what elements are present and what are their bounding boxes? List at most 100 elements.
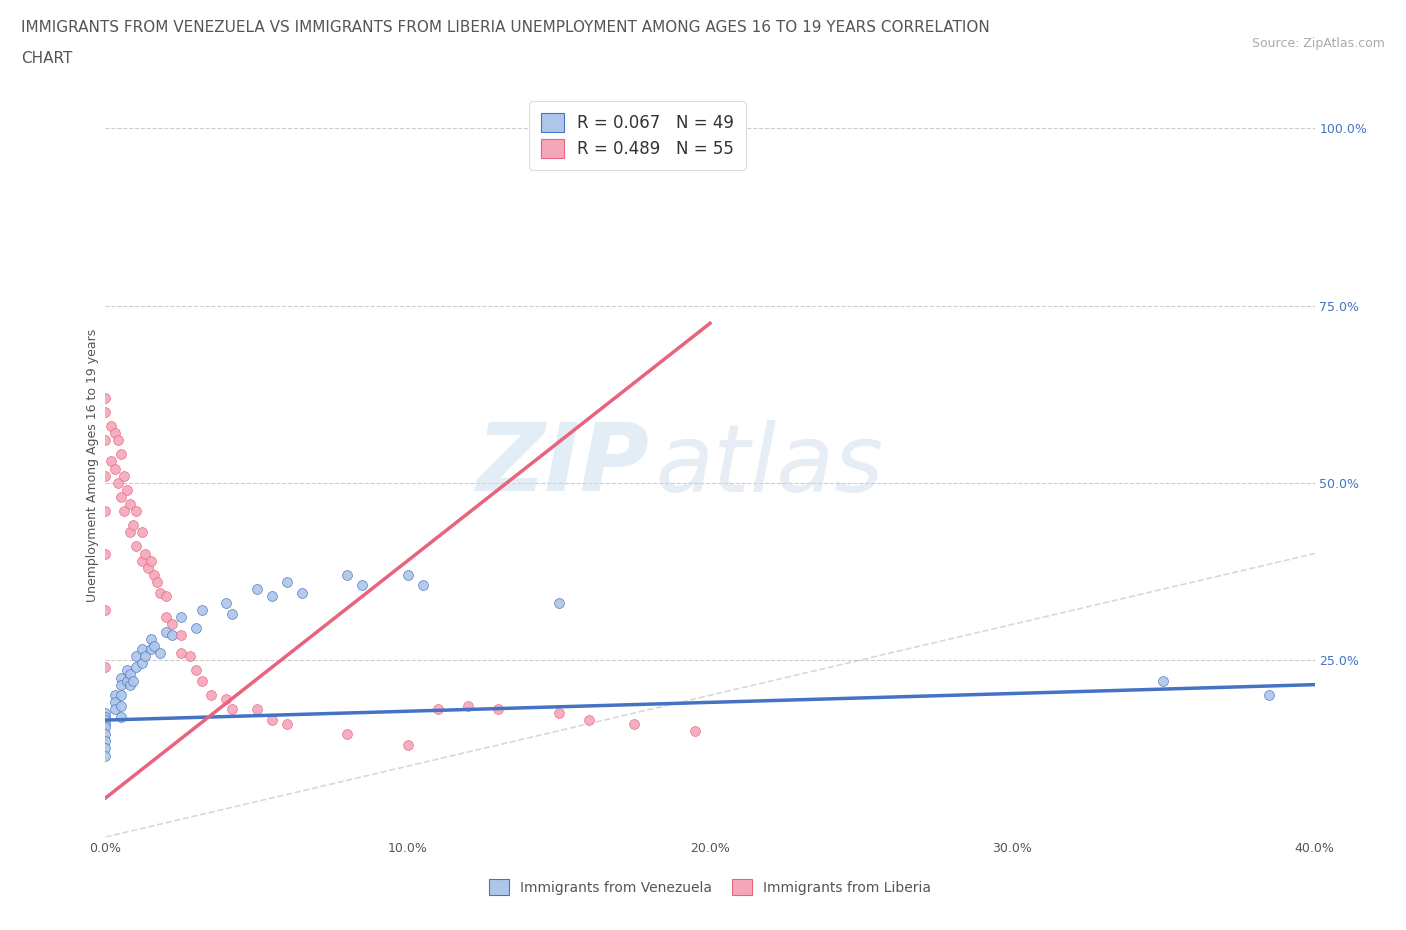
Point xyxy=(1153,673,1175,688)
Point xyxy=(121,673,143,688)
Point xyxy=(94,741,117,756)
Point xyxy=(134,649,156,664)
Point xyxy=(683,724,706,738)
Point xyxy=(336,567,359,582)
Point xyxy=(103,702,125,717)
Point xyxy=(94,716,117,731)
Y-axis label: Unemployment Among Ages 16 to 19 years: Unemployment Among Ages 16 to 19 years xyxy=(86,328,98,602)
Point xyxy=(110,447,132,462)
Point xyxy=(94,727,117,742)
Point xyxy=(155,624,177,639)
Point xyxy=(170,610,193,625)
Point xyxy=(179,649,201,664)
Point xyxy=(215,596,238,611)
Point xyxy=(121,518,143,533)
Point xyxy=(146,575,169,590)
Point xyxy=(94,706,117,721)
Point xyxy=(221,606,243,621)
Point xyxy=(1258,688,1281,703)
Point xyxy=(103,461,125,476)
Point xyxy=(191,673,214,688)
Point xyxy=(155,589,177,604)
Point xyxy=(125,504,148,519)
Point xyxy=(115,663,138,678)
Point xyxy=(291,585,314,600)
Point xyxy=(142,567,165,582)
Point xyxy=(246,702,269,717)
Point xyxy=(170,645,193,660)
Point xyxy=(396,567,419,582)
Point xyxy=(131,525,153,539)
Point xyxy=(142,638,165,653)
Point xyxy=(160,628,183,643)
Point xyxy=(100,454,122,469)
Point xyxy=(139,642,162,657)
Point xyxy=(221,702,243,717)
Point xyxy=(94,734,117,749)
Point xyxy=(412,578,434,593)
Point xyxy=(94,468,117,483)
Point xyxy=(94,720,117,735)
Point xyxy=(149,585,172,600)
Legend: Immigrants from Venezuela, Immigrants from Liberia: Immigrants from Venezuela, Immigrants fr… xyxy=(484,873,936,901)
Point xyxy=(260,589,283,604)
Point xyxy=(131,656,153,671)
Point xyxy=(110,688,132,703)
Point xyxy=(118,667,141,682)
Point xyxy=(118,525,141,539)
Point xyxy=(578,712,600,727)
Point xyxy=(246,581,269,596)
Point xyxy=(623,716,645,731)
Point xyxy=(125,539,148,554)
Point xyxy=(548,596,571,611)
Point xyxy=(115,483,138,498)
Point xyxy=(125,649,148,664)
Text: CHART: CHART xyxy=(21,51,73,66)
Point xyxy=(155,610,177,625)
Point xyxy=(94,546,117,561)
Point xyxy=(160,617,183,631)
Point xyxy=(110,489,132,504)
Point xyxy=(215,691,238,706)
Point xyxy=(103,688,125,703)
Point xyxy=(94,659,117,674)
Point xyxy=(131,553,153,568)
Text: Source: ZipAtlas.com: Source: ZipAtlas.com xyxy=(1251,37,1385,50)
Point xyxy=(276,716,298,731)
Point xyxy=(115,673,138,688)
Point xyxy=(200,688,222,703)
Point xyxy=(94,504,117,519)
Point xyxy=(94,603,117,618)
Text: ZIP: ZIP xyxy=(477,419,650,511)
Point xyxy=(191,603,214,618)
Text: atlas: atlas xyxy=(655,419,884,511)
Point xyxy=(94,712,117,727)
Point xyxy=(427,702,450,717)
Point xyxy=(110,709,132,724)
Point xyxy=(352,578,374,593)
Point xyxy=(118,497,141,512)
Point xyxy=(94,405,117,419)
Point xyxy=(336,727,359,742)
Point xyxy=(139,553,162,568)
Point xyxy=(186,620,208,635)
Point xyxy=(186,663,208,678)
Point xyxy=(260,712,283,727)
Point xyxy=(112,504,135,519)
Point xyxy=(103,426,125,441)
Point xyxy=(94,391,117,405)
Point xyxy=(107,475,129,490)
Point xyxy=(170,628,193,643)
Point xyxy=(118,677,141,692)
Point xyxy=(100,418,122,433)
Point xyxy=(139,631,162,646)
Point xyxy=(110,671,132,685)
Point xyxy=(94,432,117,447)
Point xyxy=(396,737,419,752)
Point xyxy=(110,677,132,692)
Point xyxy=(136,560,159,575)
Point xyxy=(94,709,117,724)
Point xyxy=(103,695,125,710)
Text: IMMIGRANTS FROM VENEZUELA VS IMMIGRANTS FROM LIBERIA UNEMPLOYMENT AMONG AGES 16 : IMMIGRANTS FROM VENEZUELA VS IMMIGRANTS … xyxy=(21,20,990,35)
Point xyxy=(488,702,510,717)
